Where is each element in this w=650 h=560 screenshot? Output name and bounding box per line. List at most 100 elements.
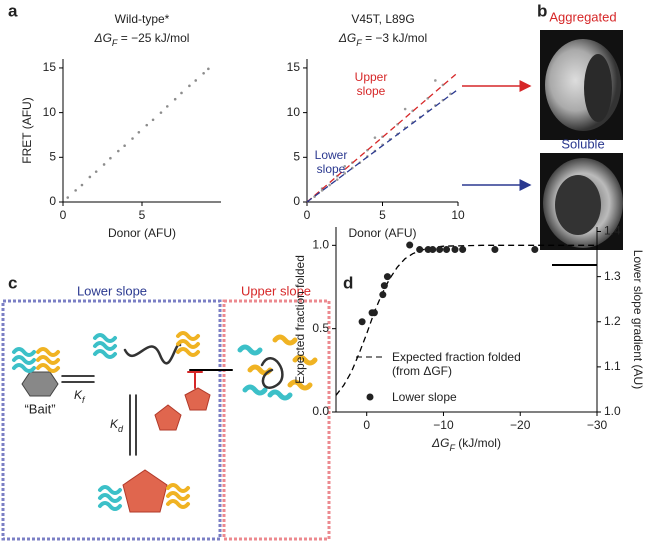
y-tick-label: 10 bbox=[43, 105, 57, 119]
legend-swatch bbox=[366, 393, 374, 401]
k-d: Kd bbox=[110, 417, 124, 434]
data-point bbox=[436, 246, 444, 254]
box-header: Upper slope bbox=[241, 283, 311, 298]
data-point bbox=[173, 97, 177, 101]
x-tick-label: −10 bbox=[433, 418, 454, 432]
data-point bbox=[123, 144, 126, 147]
panel-label: a bbox=[8, 1, 18, 20]
y-tick-label: 10 bbox=[287, 105, 301, 119]
y-tick-label: 0.5 bbox=[312, 321, 329, 335]
data-point bbox=[137, 130, 141, 134]
x-axis-label-part: F bbox=[449, 443, 455, 453]
legend-label: Expected fraction folded (from ΔGF) bbox=[392, 350, 521, 378]
y-axis-label: FRET (AFU) bbox=[20, 97, 34, 163]
data-point bbox=[102, 163, 106, 166]
data-point bbox=[449, 92, 452, 96]
y-tick-label: 5 bbox=[49, 149, 56, 163]
data-line bbox=[306, 71, 459, 203]
data-point bbox=[202, 72, 205, 75]
y-tick-label: 15 bbox=[287, 60, 301, 74]
annotation-box: Upper slope bbox=[355, 70, 388, 98]
data-line bbox=[306, 88, 459, 203]
x-tick-label: −20 bbox=[510, 418, 531, 432]
x-tick-label: 0 bbox=[363, 418, 370, 432]
data-point bbox=[74, 189, 77, 192]
panel-label: b bbox=[537, 1, 547, 20]
y-tick-label: 0 bbox=[49, 194, 56, 208]
data-point bbox=[88, 175, 92, 179]
data-point bbox=[491, 246, 499, 254]
y-axis-label: Expected fraction folded bbox=[293, 255, 307, 384]
data-point bbox=[379, 291, 387, 299]
k-f-part: K bbox=[74, 388, 83, 402]
data-point bbox=[328, 183, 331, 187]
data-point bbox=[373, 136, 377, 139]
chart-subtitle-part: = −3 kJ/mol bbox=[362, 31, 427, 45]
y2-tick-label: 1.4 bbox=[604, 224, 621, 238]
x-axis-label: Donor (AFU) bbox=[108, 226, 176, 240]
panel-label: c bbox=[8, 273, 17, 292]
data-point bbox=[109, 156, 112, 160]
x-axis-label-part: (kJ/mol) bbox=[455, 436, 501, 450]
data-point bbox=[451, 246, 459, 254]
chart-title: V45T, L89G bbox=[351, 12, 414, 26]
data-point bbox=[358, 318, 366, 326]
data-point bbox=[180, 91, 183, 95]
chart-subtitle-part: F bbox=[356, 38, 362, 48]
diagram-shapes bbox=[12, 331, 318, 513]
chart-subtitle-part: ΔG bbox=[94, 31, 112, 45]
data-point bbox=[131, 137, 134, 140]
data-point bbox=[335, 178, 339, 181]
y2-tick-label: 1.1 bbox=[604, 359, 621, 373]
y-tick-label: 15 bbox=[43, 60, 57, 74]
data-point bbox=[159, 111, 163, 114]
data-point bbox=[343, 164, 347, 168]
data-point bbox=[194, 79, 198, 82]
x-tick-label: 5 bbox=[379, 208, 386, 222]
x-axis-label: ΔGF (kJ/mol) bbox=[431, 436, 501, 453]
legend-label-box: Expected fraction folded (from ΔGF) bbox=[392, 350, 521, 378]
chart-subtitle-part: ΔG bbox=[338, 31, 356, 45]
box bbox=[1, 299, 222, 541]
data-point bbox=[370, 309, 378, 317]
chart-subtitle: ΔGF = −25 kJ/mol bbox=[94, 31, 190, 48]
data-point bbox=[403, 107, 407, 111]
data-point bbox=[406, 241, 414, 249]
data-point bbox=[117, 149, 120, 153]
data-point bbox=[429, 246, 437, 254]
chart-title: Wild-type* bbox=[115, 12, 170, 26]
box-header: Lower slope bbox=[77, 283, 147, 298]
image-label: Aggregated bbox=[549, 9, 616, 24]
x-tick-label: 10 bbox=[451, 208, 465, 222]
data-point bbox=[343, 172, 347, 175]
data-point bbox=[531, 246, 539, 254]
data-point bbox=[145, 123, 149, 127]
k-f: Kf bbox=[74, 388, 86, 405]
x-tick-label: 0 bbox=[60, 208, 67, 222]
legend-label-box: Lower slope bbox=[392, 390, 457, 404]
panel-label: d bbox=[343, 273, 353, 292]
data-point bbox=[165, 105, 169, 108]
image-label: Soluble bbox=[561, 136, 604, 151]
data-point bbox=[443, 246, 451, 254]
x-axis-label: Donor (AFU) bbox=[348, 226, 416, 240]
micrograph bbox=[540, 30, 623, 140]
k-f-part: f bbox=[82, 395, 86, 405]
data-point bbox=[207, 67, 210, 71]
data-point bbox=[94, 170, 98, 173]
data-point bbox=[380, 282, 388, 290]
x-tick-label: 5 bbox=[139, 208, 146, 222]
annotation-box: Lower slope bbox=[315, 148, 348, 176]
chart-subtitle-part: F bbox=[112, 38, 118, 48]
y2-tick-label: 1.2 bbox=[604, 314, 621, 328]
data-line bbox=[335, 244, 597, 396]
x-tick-label: −30 bbox=[587, 418, 608, 432]
k-d-part: d bbox=[118, 424, 124, 434]
y-tick-label: 0.0 bbox=[312, 404, 329, 418]
data-point bbox=[320, 189, 324, 192]
x-tick-label: 0 bbox=[304, 208, 311, 222]
data-point bbox=[80, 183, 84, 187]
y-tick-label: 1.0 bbox=[312, 238, 329, 252]
y-tick-label: 5 bbox=[293, 149, 300, 163]
